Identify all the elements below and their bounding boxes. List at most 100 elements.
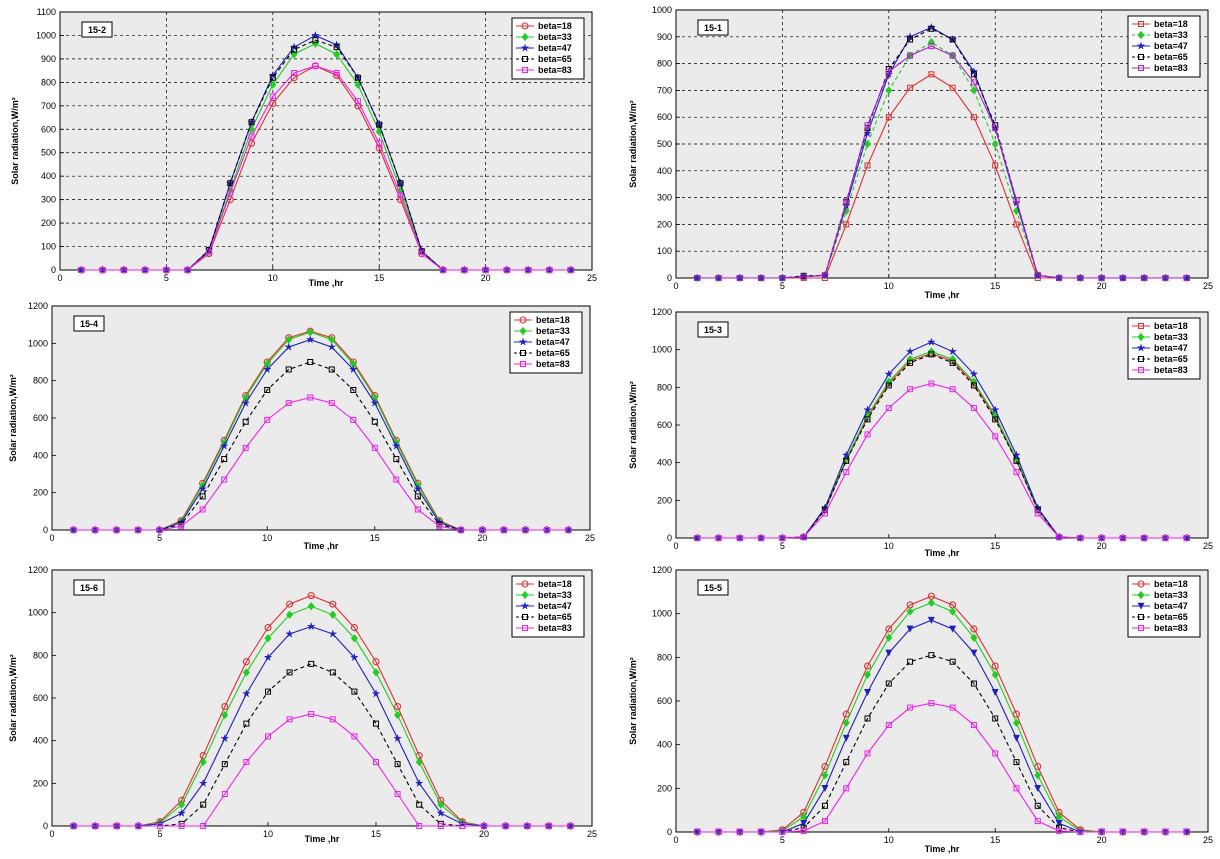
panel-tag: 15-3 xyxy=(697,321,729,338)
data-point xyxy=(354,74,361,81)
x-tick-label: 10 xyxy=(263,829,273,839)
panel-tag: 15-6 xyxy=(73,579,105,596)
data-point xyxy=(333,69,340,76)
legend-marker xyxy=(1138,625,1144,631)
panel-tag-text: 15-5 xyxy=(704,583,722,593)
data-point xyxy=(694,535,701,541)
y-tick-label: 0 xyxy=(51,265,56,275)
data-point xyxy=(907,658,914,665)
data-point xyxy=(927,598,935,607)
series-beta=83 xyxy=(78,62,574,273)
legend-marker xyxy=(1137,602,1145,610)
y-tick-label: 1200 xyxy=(28,301,48,311)
data-point xyxy=(248,133,255,140)
y-tick-label: 400 xyxy=(41,171,56,181)
data-point xyxy=(376,140,383,147)
data-point xyxy=(949,84,956,91)
y-tick-label: 400 xyxy=(33,736,48,746)
y-tick-label: 200 xyxy=(33,778,48,788)
y-tick-label: 600 xyxy=(657,420,672,430)
data-point xyxy=(736,535,743,541)
data-point xyxy=(1034,818,1041,825)
series-beta=83 xyxy=(694,380,1190,541)
data-point xyxy=(285,400,292,407)
panel-tag-box xyxy=(73,579,105,596)
y-tick-label: 600 xyxy=(657,112,672,122)
panel-tag-box xyxy=(697,19,729,36)
data-point xyxy=(394,761,401,768)
data-point xyxy=(1034,785,1042,793)
data-point xyxy=(885,680,892,687)
legend-marker xyxy=(1138,614,1144,620)
legend-label: beta=47 xyxy=(536,337,570,347)
data-point xyxy=(522,527,529,533)
x-tick-label: 20 xyxy=(1097,835,1107,845)
data-point xyxy=(198,484,208,493)
y-tick-label: 500 xyxy=(657,139,672,149)
data-point xyxy=(142,267,149,273)
data-point xyxy=(312,62,319,69)
plot-area xyxy=(676,570,1208,832)
x-tick-label: 0 xyxy=(673,541,678,551)
data-point xyxy=(135,823,142,829)
data-point xyxy=(307,359,314,365)
data-point xyxy=(864,162,871,169)
data-point xyxy=(372,668,380,677)
data-point xyxy=(1055,819,1063,827)
x-tick-label: 20 xyxy=(477,533,487,543)
data-point xyxy=(371,418,378,425)
legend-label: beta=65 xyxy=(1154,612,1188,622)
x-tick-label: 0 xyxy=(673,835,678,845)
legend-marker xyxy=(1138,54,1144,60)
legend-label: beta=33 xyxy=(536,326,570,336)
data-point xyxy=(221,761,228,768)
data-point xyxy=(1141,829,1148,835)
data-point xyxy=(177,808,187,817)
data-point xyxy=(393,476,400,483)
data-point xyxy=(885,649,893,657)
data-point xyxy=(1077,275,1084,281)
plot-area xyxy=(60,12,592,270)
x-tick-label: 15 xyxy=(371,829,381,839)
data-point xyxy=(885,633,893,642)
data-point xyxy=(863,662,872,670)
y-tick-label: 900 xyxy=(657,32,672,42)
data-point xyxy=(970,382,977,389)
legend-marker xyxy=(1136,343,1146,352)
data-point xyxy=(992,416,999,423)
data-point xyxy=(416,801,423,808)
data-point xyxy=(543,527,550,533)
panel-tag-text: 15-6 xyxy=(80,583,98,593)
data-point xyxy=(200,801,207,808)
x-tick-label: 0 xyxy=(57,273,62,283)
data-point xyxy=(373,759,379,765)
data-point xyxy=(736,275,743,281)
x-tick-label: 5 xyxy=(780,541,785,551)
x-tick-label: 10 xyxy=(268,273,278,283)
legend-marker xyxy=(521,580,529,588)
legend-marker xyxy=(522,625,528,631)
data-point xyxy=(1034,510,1041,517)
data-point xyxy=(70,527,77,533)
data-point xyxy=(758,829,765,835)
data-point xyxy=(928,700,935,707)
x-tick-label: 25 xyxy=(587,273,597,283)
data-point xyxy=(184,267,191,273)
data-point xyxy=(333,44,340,51)
legend-marker xyxy=(1138,323,1144,329)
data-point xyxy=(156,527,163,533)
legend-marker xyxy=(521,32,529,42)
series-line xyxy=(697,41,1187,279)
data-point xyxy=(864,416,871,423)
data-point xyxy=(262,364,272,374)
data-point xyxy=(264,624,272,632)
data-point xyxy=(841,450,851,459)
legend-marker xyxy=(1137,332,1145,342)
y-tick-label: 200 xyxy=(657,783,672,793)
data-point xyxy=(92,527,99,533)
y-tick-label: 600 xyxy=(657,696,672,706)
data-point xyxy=(354,102,362,110)
series-beta=83 xyxy=(70,711,574,829)
legend-label: beta=18 xyxy=(538,21,572,31)
data-point xyxy=(928,43,935,50)
